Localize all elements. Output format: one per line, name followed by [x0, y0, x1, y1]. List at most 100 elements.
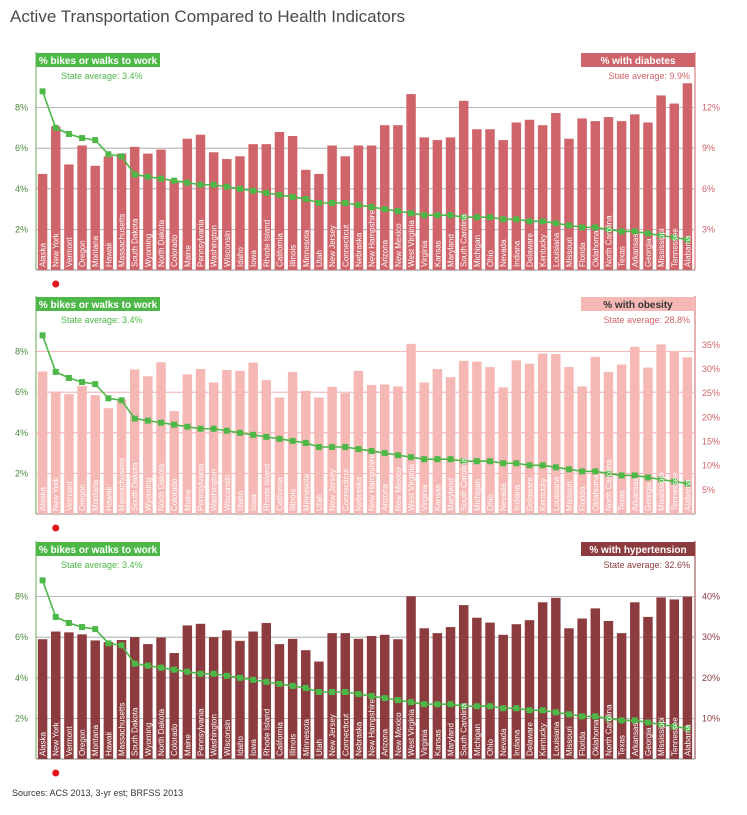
bikes-walks-point-nebraska: [355, 202, 362, 209]
page-title: Active Transportation Compared to Health…: [10, 7, 405, 26]
bikes-walks-point-indiana: [513, 460, 520, 467]
bikes-walks-point-louisiana: [552, 220, 559, 227]
category-label: Minnesota: [302, 230, 311, 267]
bar-indiana: [511, 624, 522, 759]
bar-texas: [616, 633, 627, 759]
bikes-walks-point-massachusetts: [118, 642, 125, 649]
right-tick-label: 35%: [702, 340, 720, 350]
bar-north-carolina: [603, 117, 614, 270]
bar-massachusetts: [116, 399, 127, 514]
bar-south-dakota: [129, 146, 140, 270]
bikes-walks-point-maryland: [447, 701, 454, 708]
bar-oklahoma: [590, 608, 601, 759]
left-badge: % bikes or walks to work: [36, 297, 160, 311]
right-badge: % with hypertension: [581, 542, 695, 556]
bar-louisiana: [551, 354, 561, 514]
category-label: Washington: [210, 225, 219, 267]
bar-florida: [577, 618, 587, 759]
bikes-walks-point-north-dakota: [158, 664, 165, 671]
category-label: Maryland: [447, 478, 456, 511]
bar-mississippi: [656, 597, 666, 759]
bikes-walks-point-mississippi: [658, 232, 665, 239]
left-badge-label: % bikes or walks to work: [39, 300, 158, 311]
bikes-walks-point-south-carolina: [460, 703, 467, 710]
bikes-walks-point-oregon: [79, 379, 86, 386]
category-label: Colorado: [170, 234, 179, 267]
bikes-walks-point-mississippi: [658, 721, 665, 728]
bikes-walks-point-virginia: [421, 212, 428, 219]
diabetes-chart: 2% 4% 6% 8% 3% 6% 9% 12% Alaska New York Vermont Or…: [15, 52, 720, 288]
bar-arizona: [380, 125, 390, 271]
category-label: Missouri: [565, 481, 574, 511]
bikes-walks-point-pennsylvania: [197, 425, 204, 432]
bar-south-carolina: [458, 100, 469, 270]
bikes-walks-point-alabama: [684, 480, 691, 487]
bar-minnesota: [301, 650, 311, 759]
category-label: Montana: [91, 724, 100, 756]
bar-tennessee: [669, 351, 679, 514]
bar-south-carolina: [458, 605, 469, 759]
right-tick-label: 3%: [702, 224, 715, 234]
bar-louisiana: [551, 597, 561, 759]
bar-missouri: [564, 367, 574, 514]
category-label: Virginia: [420, 484, 429, 511]
bar-oregon: [77, 145, 87, 270]
category-label: Louisiana: [552, 721, 561, 756]
category-label: New York: [52, 232, 61, 267]
bikes-walks-point-new-mexico: [394, 452, 401, 459]
category-label: Michigan: [473, 724, 482, 756]
bikes-walks-point-wisconsin: [223, 183, 230, 190]
category-label: New Hampshire: [368, 210, 377, 267]
right-tick-label: 6%: [702, 184, 715, 194]
bikes-walks-point-ohio: [487, 214, 494, 221]
bar-kentucky: [537, 602, 548, 759]
category-label: Iowa: [249, 494, 258, 511]
bikes-walks-point-wyoming: [144, 662, 151, 669]
bikes-walks-point-california: [276, 191, 283, 198]
category-label: South Carolina: [460, 458, 469, 511]
bar-illinois: [287, 136, 298, 270]
category-label: West Virginia: [407, 709, 416, 756]
category-label: Hawaii: [104, 243, 113, 267]
category-label: Idaho: [236, 490, 245, 511]
category-label: Kentucky: [539, 478, 548, 511]
category-label: Georgia: [644, 482, 653, 511]
bar-michigan: [472, 617, 482, 759]
category-label: Nebraska: [354, 476, 363, 511]
bar-idaho: [235, 156, 245, 270]
bikes-walks-point-illinois: [289, 437, 296, 444]
bikes-walks-point-ohio: [487, 458, 494, 465]
right-state-average: State average: 32.6%: [603, 560, 690, 570]
category-label: Washington: [210, 469, 219, 511]
left-badge-bg: [36, 53, 160, 67]
category-label: Ohio: [486, 494, 495, 511]
bikes-walks-point-michigan: [473, 703, 480, 710]
left-state-average: State average: 3.4%: [61, 71, 143, 81]
category-label: Arizona: [381, 728, 390, 756]
right-badge-bg: [581, 297, 695, 311]
obesity-panel: 2% 4% 6% 8% 5% 10% 15% 20% 25% 30% 35% Alaska New Yo…: [0, 291, 747, 536]
right-badge-label: % with obesity: [603, 300, 673, 311]
right-tick-label: 40%: [702, 592, 720, 602]
bikes-walks-point-montana: [92, 626, 99, 633]
bikes-walks-point-arkansas: [631, 717, 638, 724]
category-label: Nebraska: [354, 721, 363, 756]
bikes-walks-point-iowa: [250, 431, 257, 438]
bar-mississippi: [656, 344, 666, 514]
bar-north-dakota: [156, 637, 166, 759]
bar-new-jersey: [327, 633, 337, 759]
bar-maryland: [445, 627, 456, 759]
category-label: Ohio: [486, 250, 495, 267]
bar-north-carolina: [603, 371, 614, 514]
bikes-walks-point-maryland: [447, 456, 454, 463]
category-label: Vermont: [65, 236, 74, 267]
bikes-walks-point-michigan: [473, 214, 480, 221]
right-state-average: State average: 9.9%: [608, 71, 690, 81]
bikes-walks-point-indiana: [513, 216, 520, 223]
category-label: Alaska: [39, 486, 48, 511]
category-label: Rhode Island: [262, 220, 271, 267]
bikes-walks-point-utah: [315, 200, 322, 207]
category-label: Minnesota: [302, 474, 311, 511]
bikes-walks-point-nevada: [500, 216, 507, 223]
bikes-walks-point-south-dakota: [131, 415, 138, 422]
